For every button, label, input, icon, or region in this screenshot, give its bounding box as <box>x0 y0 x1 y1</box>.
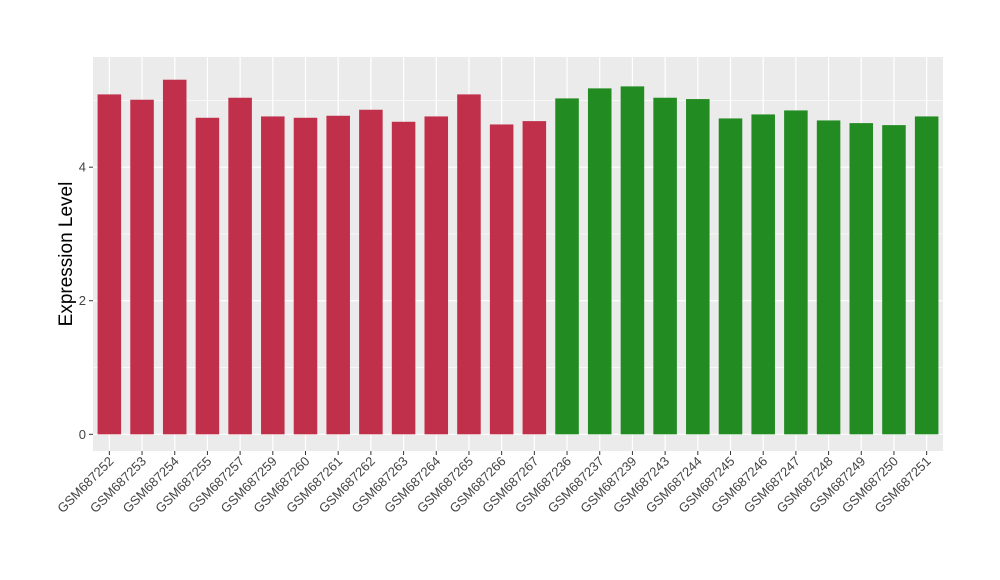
bar-GSM687253 <box>130 99 154 435</box>
bar-GSM687248 <box>816 120 841 435</box>
bar-GSM687257 <box>228 97 252 435</box>
y-tick-label: 4 <box>79 160 86 175</box>
y-tick-label: 0 <box>79 427 86 442</box>
y-tick-label: 2 <box>79 293 86 308</box>
bar-GSM687247 <box>784 110 808 435</box>
bar-GSM687261 <box>326 115 350 435</box>
bar-GSM687243 <box>653 97 677 435</box>
bar-GSM687263 <box>391 121 416 435</box>
bar-GSM687246 <box>751 114 775 435</box>
bars <box>97 79 939 435</box>
bar-GSM687260 <box>293 117 318 435</box>
bar-GSM687264 <box>424 116 449 435</box>
bar-GSM687262 <box>359 109 383 435</box>
bar-GSM687237 <box>587 88 612 435</box>
bar-GSM687255 <box>195 117 220 435</box>
bar-GSM687254 <box>162 79 187 435</box>
plot-panel <box>93 57 943 451</box>
bar-GSM687249 <box>849 123 874 435</box>
bar-GSM687251 <box>914 116 939 435</box>
bar-GSM687236 <box>555 98 579 435</box>
y-axis-title: Expression Level <box>56 182 77 327</box>
bar-GSM687244 <box>686 99 710 435</box>
x-axis: GSM687252GSM687253GSM687254GSM687255GSM6… <box>54 451 934 516</box>
bar-GSM687245 <box>718 118 743 435</box>
bar-GSM687265 <box>457 94 481 435</box>
bar-GSM687250 <box>882 125 906 435</box>
bar-GSM687259 <box>261 116 285 435</box>
bar-GSM687266 <box>489 124 514 435</box>
bar-GSM687252 <box>97 94 122 435</box>
bar-GSM687239 <box>620 86 645 435</box>
bar-GSM687267 <box>522 121 547 435</box>
y-axis: 0 2 4 <box>79 160 93 442</box>
